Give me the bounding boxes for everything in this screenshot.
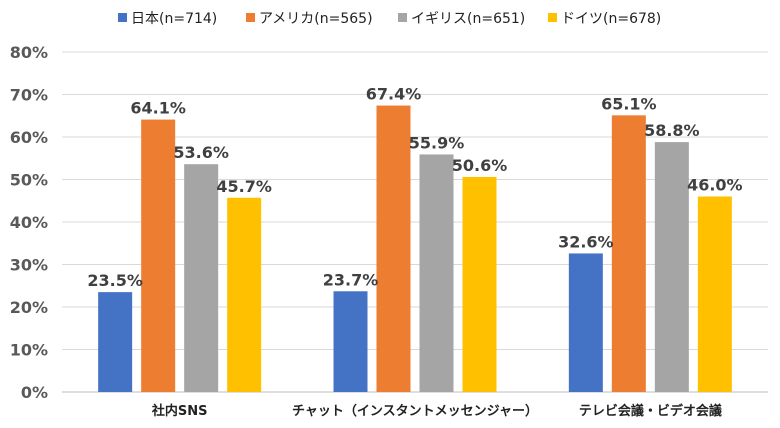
legend-swatch <box>118 13 127 22</box>
bar <box>568 253 603 392</box>
data-label: 23.7% <box>323 270 379 289</box>
bar <box>141 119 176 392</box>
bar <box>697 196 732 392</box>
bar <box>376 105 411 393</box>
legend: 日本(n=714) アメリカ(n=565) イギリス(n=651) ドイツ(n=678… <box>118 11 661 27</box>
y-axis: 0% 10% 20% 30% 40% 50% 60% 70% 80% <box>10 43 48 402</box>
x-axis: 社内SNS チャット（インスタントメッセンジャー） テレビ会議・ビデオ会議 <box>151 403 722 419</box>
data-label: 65.1% <box>601 94 657 113</box>
bar <box>419 154 454 392</box>
legend-label: ドイツ(n=678) <box>561 11 661 27</box>
bar <box>333 291 368 392</box>
y-tick-label: 70% <box>10 86 48 105</box>
x-category-label: チャット（インスタントメッセンジャー） <box>292 403 538 419</box>
data-label: 45.7% <box>216 177 272 196</box>
data-label: 58.8% <box>644 121 700 140</box>
data-label: 46.0% <box>687 176 743 195</box>
y-tick-label: 0% <box>21 383 48 402</box>
legend-swatch <box>398 13 407 22</box>
x-category-label: テレビ会議・ビデオ会議 <box>579 403 722 419</box>
data-label: 64.1% <box>130 99 186 118</box>
legend-label: 日本(n=714) <box>131 11 217 27</box>
x-category-label: 社内SNS <box>151 403 208 419</box>
y-tick-label: 10% <box>10 341 48 360</box>
y-tick-label: 20% <box>10 298 48 317</box>
bar <box>654 142 689 392</box>
y-tick-label: 30% <box>10 256 48 275</box>
bar <box>227 197 262 392</box>
data-labels: 23.5% 64.1% 53.6% 45.7% 23.7% 67.4% 55.9% 50.6%… <box>87 85 742 291</box>
data-label: 32.6% <box>558 232 614 251</box>
data-label: 53.6% <box>173 143 229 162</box>
data-label: 67.4% <box>366 85 422 104</box>
bar <box>98 292 133 392</box>
data-label: 50.6% <box>452 156 508 175</box>
bar <box>462 176 497 392</box>
y-tick-label: 60% <box>10 128 48 147</box>
bars <box>98 105 732 393</box>
data-label: 55.9% <box>409 133 465 152</box>
gridlines <box>62 51 768 393</box>
legend-label: イギリス(n=651) <box>411 11 525 27</box>
data-label: 23.5% <box>87 271 143 290</box>
bar <box>611 115 646 392</box>
legend-swatch <box>548 13 557 22</box>
y-tick-label: 50% <box>10 171 48 190</box>
bar <box>184 164 219 392</box>
legend-swatch <box>246 13 255 22</box>
y-tick-label: 80% <box>10 43 48 62</box>
y-tick-label: 40% <box>10 213 48 232</box>
legend-label: アメリカ(n=565) <box>259 11 373 27</box>
